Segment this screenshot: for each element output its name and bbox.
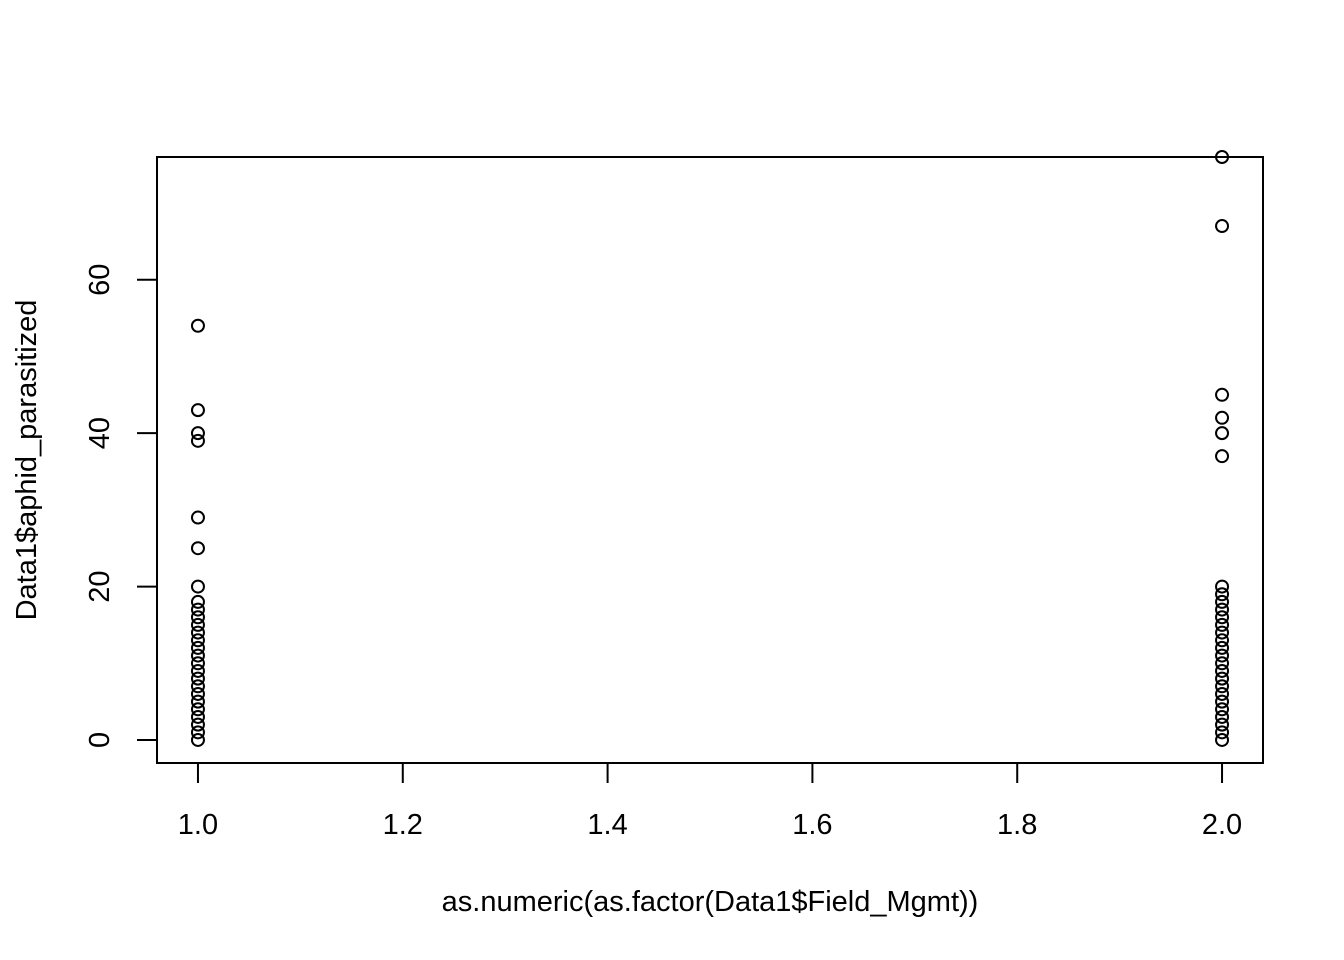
x-tick-label: 1.6 — [792, 809, 832, 841]
data-point — [190, 579, 205, 594]
data-point — [190, 594, 205, 609]
data-point — [190, 694, 205, 709]
data-point — [190, 633, 205, 648]
y-axis: 0 20 40 60 — [84, 264, 158, 748]
y-tick-label: 40 — [84, 417, 116, 449]
data-point — [1215, 679, 1230, 694]
data-point — [190, 403, 205, 418]
y-tick-label: 60 — [84, 264, 116, 296]
data-point — [190, 318, 205, 333]
data-point — [1215, 648, 1230, 663]
data-point — [190, 648, 205, 663]
data-point — [190, 617, 205, 632]
data-point — [1215, 656, 1230, 671]
data-point — [1215, 410, 1230, 425]
data-point — [1215, 587, 1230, 602]
data-point — [1215, 640, 1230, 655]
data-point — [1215, 617, 1230, 632]
data-point — [1215, 663, 1230, 678]
data-point — [190, 656, 205, 671]
data-point — [190, 625, 205, 640]
data-point — [1215, 633, 1230, 648]
data-point — [1215, 594, 1230, 609]
data-point — [1215, 602, 1230, 617]
data-point — [1215, 150, 1230, 164]
data-point — [190, 702, 205, 717]
data-point — [190, 709, 205, 724]
data-point — [1215, 426, 1230, 441]
data-point — [190, 640, 205, 655]
data-point — [1215, 625, 1230, 640]
data-point — [190, 732, 205, 747]
data-point — [190, 602, 205, 617]
data-point — [190, 426, 205, 441]
data-point — [1215, 709, 1230, 724]
data-point — [1215, 610, 1230, 625]
data-point — [190, 671, 205, 686]
x-tick-label: 1.0 — [178, 809, 218, 841]
data-point — [190, 510, 205, 525]
data-point — [190, 679, 205, 694]
x-tick-label: 1.4 — [587, 809, 627, 841]
y-axis-label: Data1$aphid_parasitized — [11, 300, 43, 621]
x-axis-label: as.numeric(as.factor(Data1$Field_Mgmt)) — [442, 886, 979, 918]
data-point — [190, 610, 205, 625]
data-point — [1215, 449, 1230, 464]
data-point — [1215, 671, 1230, 686]
data-point — [1215, 717, 1230, 732]
y-tick-label: 0 — [84, 732, 116, 748]
data-point — [1215, 694, 1230, 709]
data-point — [190, 433, 205, 448]
data-point — [190, 663, 205, 678]
y-tick-label: 20 — [84, 570, 116, 602]
data-point — [190, 541, 205, 556]
data-point — [1215, 686, 1230, 701]
x-tick-label: 2.0 — [1202, 809, 1242, 841]
x-tick-label: 1.2 — [383, 809, 423, 841]
data-point — [190, 717, 205, 732]
data-point — [1215, 579, 1230, 594]
data-points — [190, 150, 1230, 747]
data-point — [1215, 702, 1230, 717]
data-point — [1215, 219, 1230, 234]
x-axis: 1.0 1.2 1.4 1.6 1.8 2.0 — [178, 762, 1242, 841]
data-point — [1215, 387, 1230, 402]
data-point — [1215, 732, 1230, 747]
data-point — [1215, 725, 1230, 740]
data-point — [190, 686, 205, 701]
x-tick-label: 1.8 — [997, 809, 1037, 841]
data-point — [190, 725, 205, 740]
